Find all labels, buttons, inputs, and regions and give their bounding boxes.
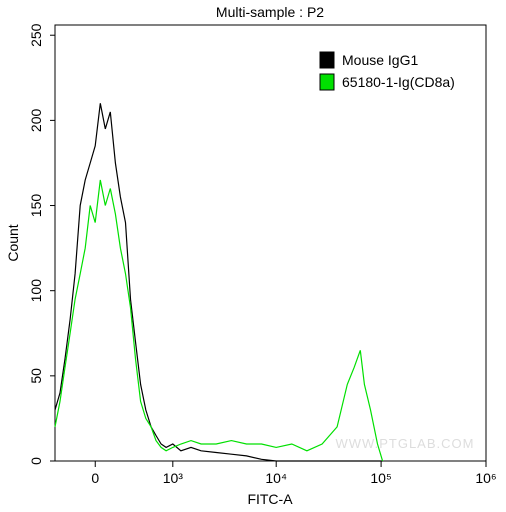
series-line	[54, 179, 384, 462]
y-tick-label: 0	[28, 457, 44, 465]
y-tick-label: 100	[28, 279, 44, 303]
y-tick-label: 250	[28, 23, 44, 47]
x-tick-label: 10⁶	[475, 470, 496, 486]
chart-title: Multi-sample : P2	[216, 4, 324, 20]
y-tick-label: 150	[28, 194, 44, 218]
legend-swatch	[319, 51, 335, 69]
legend-label: Mouse IgG1	[342, 52, 418, 68]
series-line	[54, 103, 383, 462]
x-tick-label: 10⁵	[370, 470, 391, 486]
x-tick-label: 10³	[163, 470, 184, 486]
y-axis-label: Count	[5, 224, 21, 261]
y-tick-label: 50	[28, 368, 44, 384]
y-tick-label: 200	[28, 108, 44, 132]
x-tick-label: 0	[91, 470, 99, 486]
x-axis-label: FITC-A	[247, 491, 293, 507]
legend-label: 65180-1-Ig(CD8a)	[342, 74, 455, 90]
plot-frame	[54, 24, 487, 462]
watermark: WWW.PTGLAB.COM	[336, 436, 475, 451]
legend-swatch	[319, 73, 335, 91]
x-tick-label: 10⁴	[265, 470, 287, 486]
